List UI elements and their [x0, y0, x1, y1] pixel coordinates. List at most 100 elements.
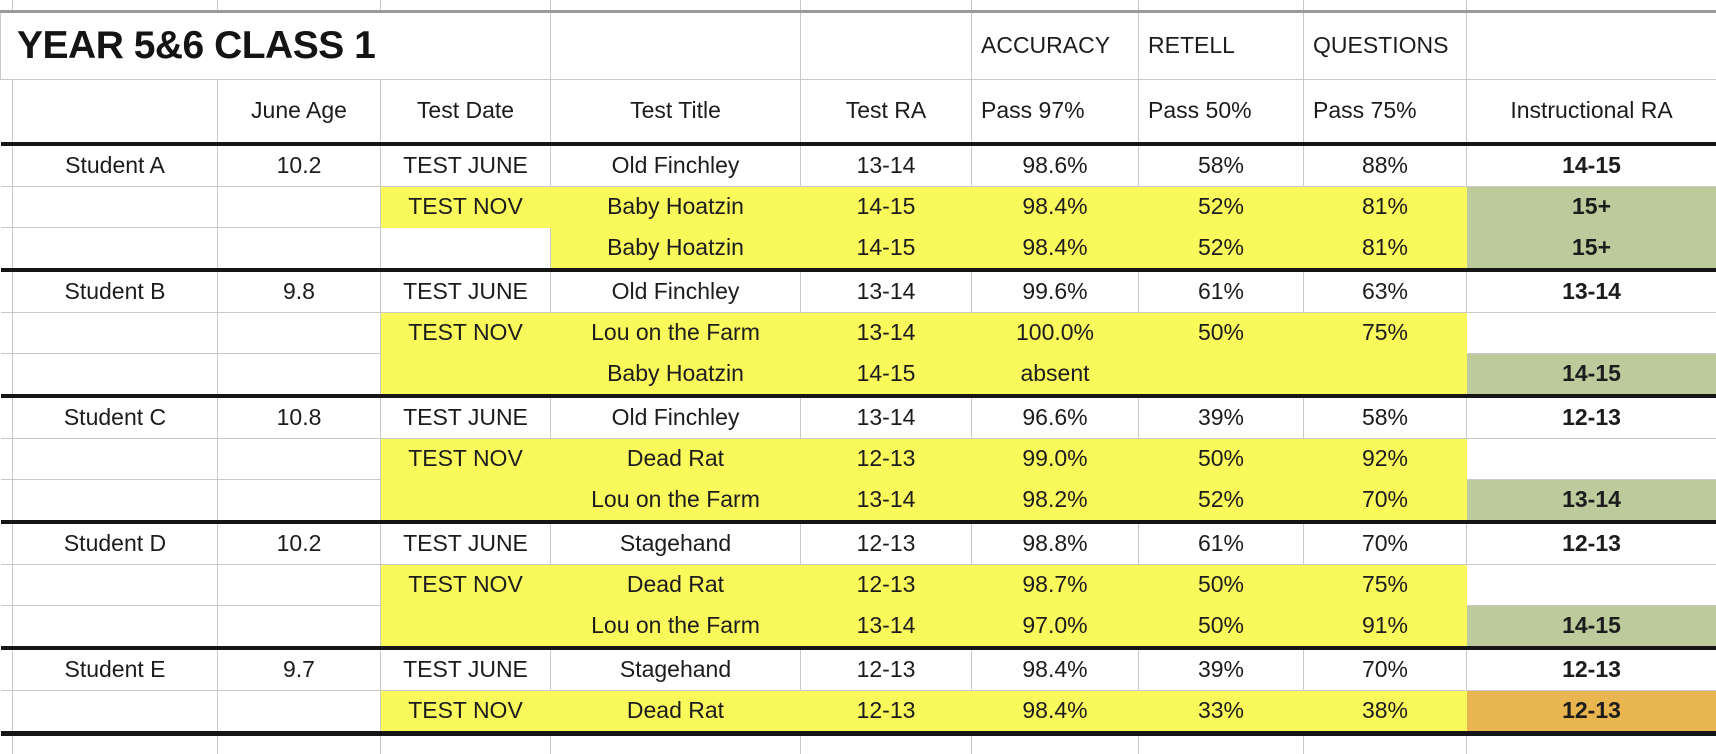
empty-cell[interactable]	[1467, 12, 1716, 80]
cell-instructional-ra[interactable]: 12-13	[1467, 691, 1716, 734]
cell-pass-50[interactable]: 50%	[1139, 439, 1304, 480]
cell-student[interactable]	[13, 354, 218, 397]
cell-pass-50[interactable]: 39%	[1139, 396, 1304, 439]
cell-june-age[interactable]	[218, 480, 381, 523]
cell-instructional-ra[interactable]: 13-14	[1467, 270, 1716, 313]
cell-instructional-ra[interactable]: 14-15	[1467, 354, 1716, 397]
cell-pass-50[interactable]: 52%	[1139, 228, 1304, 271]
cell-test-ra[interactable]: 13-14	[801, 396, 972, 439]
column-header-pass-75[interactable]: Pass 75%	[1304, 80, 1467, 145]
cell-june-age[interactable]	[218, 187, 381, 228]
cell-test-date[interactable]: TEST JUNE	[381, 522, 551, 565]
cell-test-ra[interactable]: 13-14	[801, 313, 972, 354]
sheet-title[interactable]: YEAR 5&6 CLASS 1	[1, 12, 551, 80]
cell-june-age[interactable]: 10.8	[218, 396, 381, 439]
cell-instructional-ra[interactable]	[1467, 565, 1716, 606]
cell-pass-97[interactable]: 98.4%	[972, 228, 1139, 271]
cell-student[interactable]	[13, 439, 218, 480]
cell-test-date[interactable]	[381, 228, 551, 271]
cell-test-date[interactable]	[381, 354, 551, 397]
cell-test-title[interactable]: Lou on the Farm	[551, 606, 801, 649]
cell-june-age[interactable]	[218, 606, 381, 649]
cell-june-age[interactable]: 9.7	[218, 648, 381, 691]
empty-cell[interactable]	[551, 12, 801, 80]
cell-instructional-ra[interactable]: 14-15	[1467, 606, 1716, 649]
cell-pass-50[interactable]: 61%	[1139, 522, 1304, 565]
cell-test-ra[interactable]: 12-13	[801, 565, 972, 606]
cell-pass-75[interactable]: 81%	[1304, 228, 1467, 271]
cell-pass-50[interactable]: 33%	[1139, 691, 1304, 734]
cell-pass-75[interactable]: 92%	[1304, 439, 1467, 480]
column-header-student[interactable]	[13, 80, 218, 145]
cell-student[interactable]: Student B	[13, 270, 218, 313]
cell-june-age[interactable]	[218, 313, 381, 354]
cell-pass-50[interactable]: 50%	[1139, 565, 1304, 606]
cell-pass-75[interactable]: 75%	[1304, 565, 1467, 606]
cell-test-title[interactable]: Old Finchley	[551, 270, 801, 313]
cell-june-age[interactable]	[218, 354, 381, 397]
cell-test-date[interactable]	[381, 606, 551, 649]
cell-test-ra[interactable]: 14-15	[801, 354, 972, 397]
cell-test-title[interactable]: Baby Hoatzin	[551, 228, 801, 271]
cell-instructional-ra[interactable]: 13-14	[1467, 480, 1716, 523]
cell-test-title[interactable]: Lou on the Farm	[551, 313, 801, 354]
cell-student[interactable]	[13, 228, 218, 271]
cell-pass-97[interactable]: 98.4%	[972, 187, 1139, 228]
cell-pass-75[interactable]: 63%	[1304, 270, 1467, 313]
cell-pass-97[interactable]: 99.6%	[972, 270, 1139, 313]
cell-test-title[interactable]: Lou on the Farm	[551, 480, 801, 523]
cell-pass-97[interactable]: 99.0%	[972, 439, 1139, 480]
cell-student[interactable]: Student D	[13, 522, 218, 565]
cell-test-ra[interactable]: 14-15	[801, 228, 972, 271]
cell-test-title[interactable]: Dead Rat	[551, 691, 801, 734]
cell-student[interactable]: Student E	[13, 648, 218, 691]
cell-test-date[interactable]: TEST NOV	[381, 565, 551, 606]
cell-test-ra[interactable]: 13-14	[801, 480, 972, 523]
cell-pass-75[interactable]: 58%	[1304, 396, 1467, 439]
cell-test-date[interactable]: TEST JUNE	[381, 270, 551, 313]
cell-pass-97[interactable]: 97.0%	[972, 606, 1139, 649]
cell-test-date[interactable]: TEST JUNE	[381, 396, 551, 439]
cell-student[interactable]	[13, 565, 218, 606]
empty-cell[interactable]	[801, 12, 972, 80]
cell-june-age[interactable]: 9.8	[218, 270, 381, 313]
cell-instructional-ra[interactable]	[1467, 313, 1716, 354]
cell-pass-75[interactable]: 38%	[1304, 691, 1467, 734]
cell-test-date[interactable]: TEST NOV	[381, 439, 551, 480]
column-header-test-title[interactable]: Test Title	[551, 80, 801, 145]
cell-test-title[interactable]: Old Finchley	[551, 144, 801, 187]
column-header-june-age[interactable]: June Age	[218, 80, 381, 145]
cell-pass-75[interactable]: 70%	[1304, 522, 1467, 565]
cell-test-ra[interactable]: 12-13	[801, 691, 972, 734]
category-header-accuracy[interactable]: ACCURACY	[972, 12, 1139, 80]
cell-pass-97[interactable]: 100.0%	[972, 313, 1139, 354]
cell-pass-97[interactable]: 96.6%	[972, 396, 1139, 439]
cell-test-date[interactable]	[381, 480, 551, 523]
cell-pass-50[interactable]: 50%	[1139, 313, 1304, 354]
cell-pass-97[interactable]: 98.6%	[972, 144, 1139, 187]
cell-pass-75[interactable]	[1304, 354, 1467, 397]
cell-pass-97[interactable]: 98.4%	[972, 648, 1139, 691]
cell-test-ra[interactable]: 14-15	[801, 187, 972, 228]
cell-pass-50[interactable]	[1139, 354, 1304, 397]
cell-pass-97[interactable]: 98.4%	[972, 691, 1139, 734]
cell-pass-75[interactable]: 70%	[1304, 648, 1467, 691]
cell-pass-50[interactable]: 39%	[1139, 648, 1304, 691]
cell-student[interactable]	[13, 313, 218, 354]
cell-student[interactable]	[13, 691, 218, 734]
cell-pass-50[interactable]: 58%	[1139, 144, 1304, 187]
cell-test-date[interactable]: TEST NOV	[381, 313, 551, 354]
cell-instructional-ra[interactable]: 12-13	[1467, 648, 1716, 691]
column-header-test-date[interactable]: Test Date	[381, 80, 551, 145]
cell-june-age[interactable]	[218, 691, 381, 734]
cell-instructional-ra[interactable]	[1467, 439, 1716, 480]
category-header-retell[interactable]: RETELL	[1139, 12, 1304, 80]
cell-pass-75[interactable]: 88%	[1304, 144, 1467, 187]
cell-test-title[interactable]: Stagehand	[551, 648, 801, 691]
column-header-instructional-ra[interactable]: Instructional RA	[1467, 80, 1716, 145]
cell-test-ra[interactable]: 13-14	[801, 144, 972, 187]
cell-student[interactable]	[13, 187, 218, 228]
cell-june-age[interactable]	[218, 439, 381, 480]
cell-instructional-ra[interactable]: 12-13	[1467, 396, 1716, 439]
cell-pass-50[interactable]: 52%	[1139, 480, 1304, 523]
